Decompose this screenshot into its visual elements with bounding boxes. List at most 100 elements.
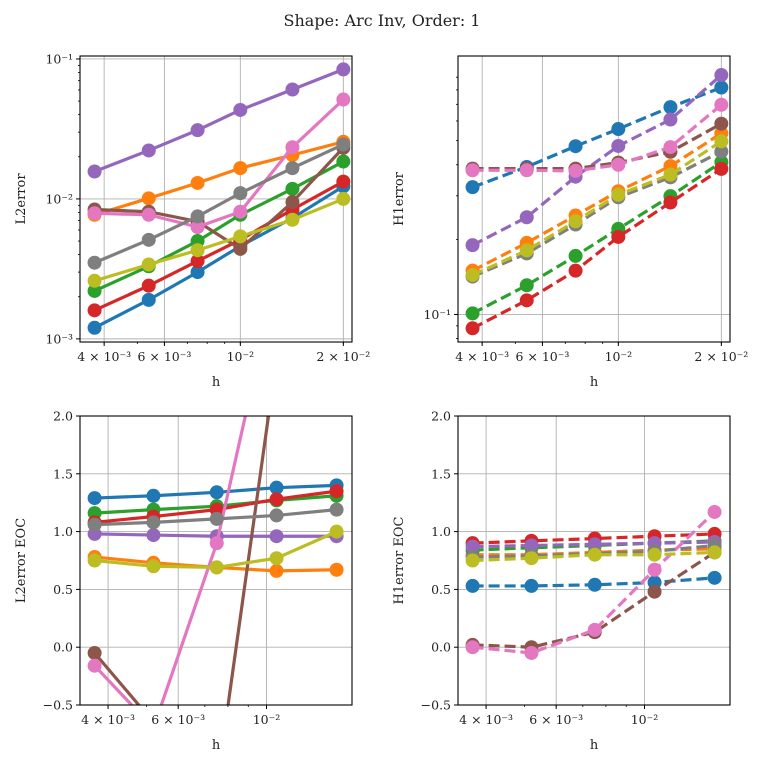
y-tick-label: 10⁻³ [45, 331, 73, 346]
data-point [209, 560, 224, 575]
data-point [269, 563, 284, 578]
panel-h1error-eoc: 4 × 10⁻³ 6 × 10⁻³ 10⁻² −0.5 0.0 0.5 1.0 1.5 2.0 h… [392, 409, 731, 753]
data-point [141, 257, 156, 272]
data-point [190, 123, 205, 138]
data-point [330, 236, 344, 250]
data-point [87, 255, 102, 270]
axes-frame [457, 415, 731, 706]
data-point [330, 293, 344, 307]
data-point [647, 584, 662, 599]
x-tick-label: 2 × 10⁻² [694, 349, 748, 364]
data-point [141, 292, 156, 307]
y-tick-label: 10⁻² [45, 191, 73, 206]
y-tick-label: 10⁻¹ [423, 307, 451, 322]
y-tick-label: −0.5 [421, 698, 451, 713]
data-point [190, 254, 205, 269]
series-line [93, 416, 271, 705]
data-point [269, 508, 284, 523]
data-point [233, 204, 248, 219]
x-tick-label: 10⁻² [631, 712, 659, 727]
data-point [141, 232, 156, 247]
data-point [233, 186, 248, 201]
series-1 [87, 179, 351, 335]
series-line [93, 160, 345, 293]
series-3 [87, 154, 351, 298]
data-point [269, 492, 284, 507]
series-9 [87, 191, 351, 288]
data-point [329, 484, 344, 499]
panel-l2error: 4 × 10⁻³ 6 × 10⁻³ 10⁻² 2 × 10⁻² 10⁻³ 10⁻² 10⁻¹… [14, 51, 370, 390]
panel-l2error-eoc: 4 × 10⁻³ 6 × 10⁻³ 10⁻² −0.5 0.0 0.5 1.0 1.5 2.0 h… [14, 236, 353, 753]
series-9 [465, 545, 722, 568]
x-tick-label: 4 × 10⁻³ [459, 712, 513, 727]
data-point [141, 143, 156, 158]
data-point [146, 528, 161, 543]
data-point [336, 62, 351, 77]
data-point [87, 491, 102, 506]
data-point [87, 206, 102, 221]
data-point [285, 140, 300, 155]
data-point [329, 524, 344, 539]
series-line [471, 132, 723, 273]
plot-area [87, 62, 351, 335]
data-point [465, 553, 480, 568]
series-3 [465, 155, 729, 321]
data-point [587, 577, 602, 592]
data-point [146, 488, 161, 503]
data-point [233, 241, 248, 256]
x-axis-label: h [212, 375, 221, 390]
data-point [611, 121, 626, 136]
x-axis-label: h [590, 375, 599, 390]
series-line [94, 140, 344, 217]
data-point [141, 207, 156, 222]
data-point [87, 658, 102, 673]
data-point [285, 161, 300, 176]
data-point [87, 303, 102, 318]
data-point [336, 92, 351, 107]
data-point [568, 214, 583, 229]
panel-h1error: 4 × 10⁻³ 6 × 10⁻³ 10⁻² 2 × 10⁻² 10⁻¹ h H1error [392, 55, 748, 390]
series-line [471, 160, 723, 315]
data-point [465, 306, 480, 321]
data-point [270, 270, 284, 284]
series-6 [465, 545, 722, 655]
y-tick-label: 1.0 [431, 524, 451, 539]
data-point [285, 212, 300, 227]
data-point [285, 181, 300, 196]
data-point [519, 163, 534, 178]
series-7 [87, 92, 351, 235]
data-point [663, 112, 678, 127]
data-point [707, 504, 722, 519]
data-point [568, 163, 583, 178]
data-point [465, 180, 480, 195]
y-tick-label: 0.0 [53, 640, 73, 655]
figure-title: Shape: Arc Inv, Order: 1 [284, 11, 481, 30]
y-tick-label: −0.5 [43, 698, 73, 713]
series-line [472, 122, 723, 171]
data-point [336, 174, 351, 189]
x-tick-label: 6 × 10⁻³ [151, 712, 205, 727]
data-point [146, 515, 161, 530]
data-point [524, 578, 539, 593]
series-line [93, 143, 345, 265]
data-point [611, 229, 626, 244]
data-point [647, 562, 662, 577]
data-point [336, 154, 351, 169]
data-point [714, 161, 729, 176]
series-line [472, 103, 723, 173]
data-point [465, 163, 480, 178]
data-point [269, 551, 284, 566]
x-tick-label: 4 × 10⁻³ [455, 349, 509, 364]
data-point [519, 243, 534, 258]
series-8 [87, 137, 351, 270]
y-axis-label: L2error [14, 173, 29, 225]
data-point [87, 553, 102, 568]
data-point [707, 570, 722, 585]
data-point [524, 645, 539, 660]
data-point [233, 229, 248, 244]
data-point [146, 559, 161, 574]
data-point [329, 562, 344, 577]
data-point [270, 351, 284, 365]
series-line [471, 167, 723, 330]
